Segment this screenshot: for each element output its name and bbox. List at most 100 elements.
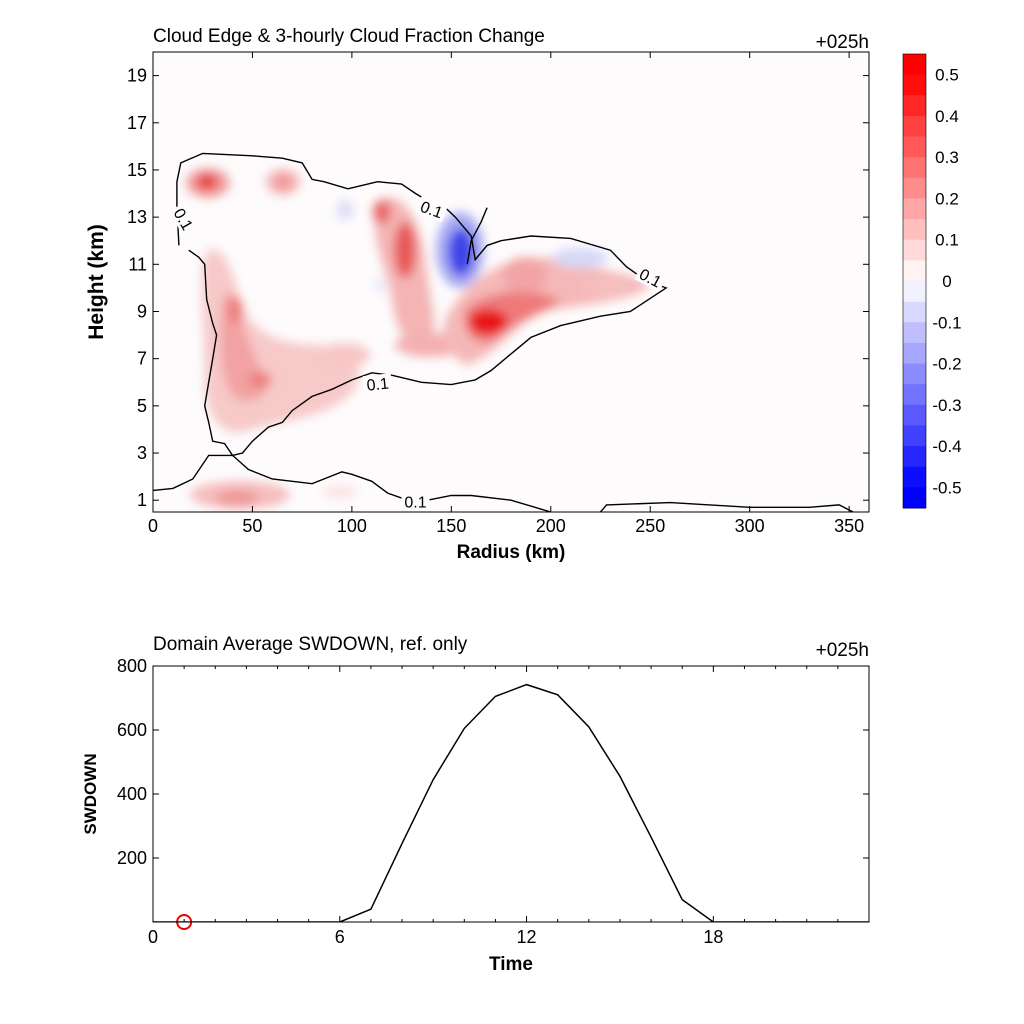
contour-label-bg-4 <box>401 492 430 511</box>
line-x-label: Time <box>489 954 533 975</box>
line-x-tick-label: 18 <box>703 927 723 947</box>
colorbar-swatch <box>903 301 926 323</box>
line-y-tick-label: 800 <box>117 656 147 676</box>
heatmap-y-tick-label: 9 <box>137 301 147 321</box>
blob-blue-faint-3 <box>376 277 384 293</box>
contour-label-bg-1 <box>415 195 449 223</box>
contour-label-bg-0 <box>168 202 199 236</box>
colorbar-tick-label: 0.5 <box>935 66 959 85</box>
line-panel: Domain Average SWDOWN, ref. only +025h 0… <box>81 634 870 975</box>
heatmap-y-tick-label: 7 <box>137 349 147 369</box>
colorbar-frame <box>902 53 927 509</box>
swdown-series-line <box>153 683 869 922</box>
colorbar-swatch <box>903 446 926 468</box>
line-y-tick-label: 200 <box>117 848 147 868</box>
blob-top-left-core <box>196 174 218 190</box>
blob-bottom-right <box>322 486 358 498</box>
colorbar-swatch <box>903 74 926 96</box>
heatmap-x-tick-label: 300 <box>735 516 765 536</box>
cloud-fraction-blobs <box>186 168 650 509</box>
colorbar-swatch <box>903 384 926 406</box>
heatmap-x-tick-label: 100 <box>337 516 367 536</box>
colorbar-swatch <box>903 487 926 509</box>
colorbar-tick-label: 0.1 <box>935 231 959 250</box>
line-x-tick-label: 12 <box>517 927 537 947</box>
heatmap-x-tick-label: 50 <box>242 516 262 536</box>
colorbar-swatch <box>903 95 926 117</box>
heatmap-y-tick-label: 1 <box>137 490 147 510</box>
colorbar-swatch <box>903 425 926 447</box>
heatmap-y-tick-label: 11 <box>128 254 147 274</box>
blob-bottom-core <box>215 490 259 506</box>
colorbar-swatch <box>903 239 926 261</box>
colorbar-tick-label: 0.2 <box>935 189 959 208</box>
blob-right-strong-core <box>468 309 508 335</box>
colorbar-swatch <box>903 136 926 158</box>
heatmap-y-tick-label: 13 <box>127 207 147 227</box>
heatmap-title: Cloud Edge & 3-hourly Cloud Fraction Cha… <box>153 26 545 47</box>
contour-label: 0.1 <box>366 375 390 394</box>
colorbar-swatch <box>903 115 926 138</box>
line-y-ticks: 200 400 600 800 <box>117 656 869 868</box>
line-y-tick-label: 400 <box>117 784 147 804</box>
heatmap-panel: Cloud Edge & 3-hourly Cloud Fraction Cha… <box>85 26 962 563</box>
colorbar-swatch <box>903 281 926 303</box>
colorbar-swatch <box>903 54 926 76</box>
heatmap-x-tick-label: 0 <box>148 516 158 536</box>
blob-top-mid-core <box>276 176 290 188</box>
colorbar-tick-label: -0.1 <box>932 313 961 332</box>
heatmap-y-tick-label: 3 <box>137 443 147 463</box>
contour-labels: 0.1 0.10.10.10.1 <box>168 195 668 512</box>
contour-label: 0.1 <box>404 495 426 512</box>
blob-right-tail <box>583 279 627 295</box>
colorbar-swatch <box>903 219 926 241</box>
colorbar-swatch <box>903 157 926 179</box>
heatmap-y-tick-label: 5 <box>137 396 147 416</box>
blob-blue-faint-2 <box>552 248 608 268</box>
blob-mid-low <box>320 343 370 367</box>
blob-right-upper <box>503 257 547 293</box>
contour-label-bg-2 <box>634 263 668 293</box>
colorbar-swatch <box>903 404 926 426</box>
colorbar-tick-label: -0.2 <box>932 355 961 374</box>
line-x-ticks: 0 6 12 18 <box>148 666 870 947</box>
heatmap-frame <box>152 51 870 513</box>
cloud-edge-contour-1 <box>466 207 488 265</box>
line-time-label: +025h <box>816 640 869 661</box>
heatmap-x-label: Radius (km) <box>457 542 566 563</box>
colorbar-tick-label: 0.3 <box>935 148 959 167</box>
cloud-edge-contour-0 <box>176 152 668 457</box>
colorbar-tick-label: 0 <box>942 272 951 291</box>
heatmap-x-tick-label: 200 <box>536 516 566 536</box>
colorbar-swatch <box>903 198 926 220</box>
heatmap-y-tick-label: 19 <box>127 66 147 86</box>
colorbar-swatch <box>903 177 926 199</box>
contour-label-bg-3 <box>362 373 393 395</box>
line-title: Domain Average SWDOWN, ref. only <box>153 634 468 655</box>
cloud-edge-contour-2 <box>153 454 551 512</box>
contour-label: 0.1 <box>418 199 445 223</box>
heatmap-time-label: +025h <box>816 32 869 53</box>
heatmap-x-ticks: 0 50 100 150 200 250 300 350 <box>148 52 864 536</box>
colorbar-tick-label: 0.4 <box>935 107 959 126</box>
heatmap-x-tick-label: 250 <box>635 516 665 536</box>
line-frame <box>152 665 870 923</box>
colorbar-swatch <box>903 342 926 365</box>
blob-mid-band-core <box>394 222 416 278</box>
blob-blue-faint-1 <box>337 200 353 220</box>
heatmap-x-tick-label: 350 <box>834 516 864 536</box>
line-y-label: SWDOWN <box>81 753 100 834</box>
colorbar-tick-label: -0.4 <box>932 437 961 456</box>
colorbar-swatch <box>903 322 926 344</box>
heatmap-y-tick-label: 17 <box>127 113 147 133</box>
blob-left-spot-9km <box>227 296 243 324</box>
line-x-tick-label: 0 <box>148 927 158 947</box>
blob-left-spot-6km <box>248 372 272 388</box>
colorbar-swatch <box>903 363 926 385</box>
line-x-tick-label: 6 <box>335 927 345 947</box>
colorbar-swatch <box>903 466 926 488</box>
blob-mid-band-top <box>373 200 391 224</box>
colorbar-tick-label: -0.3 <box>932 396 961 415</box>
